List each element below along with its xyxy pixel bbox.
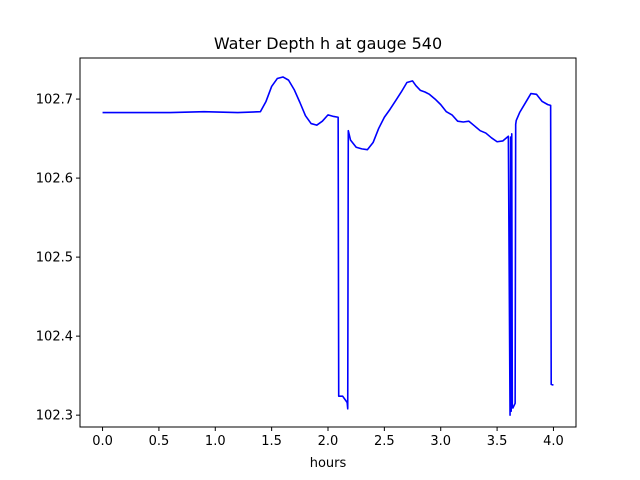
y-tick-label: 102.5 — [36, 251, 73, 266]
y-tick-label: 102.4 — [36, 330, 73, 345]
x-tick-label: 0.5 — [149, 434, 170, 449]
plot-area-frame — [79, 57, 577, 428]
y-tick-label: 102.3 — [36, 409, 73, 424]
x-tick-label: 3.5 — [487, 434, 508, 449]
x-tick-label: 1.5 — [261, 434, 282, 449]
y-axis: 102.3 102.4 102.5 102.6 102.7 — [36, 93, 80, 424]
x-axis-label: hours — [310, 456, 347, 471]
x-tick-label: 0.0 — [92, 434, 113, 449]
x-axis: 0.0 0.5 1.0 1.5 2.0 2.5 3.0 3.5 4.0 — [92, 427, 564, 449]
x-tick-label: 1.0 — [205, 434, 226, 449]
chart-title: Water Depth h at gauge 540 — [214, 34, 442, 53]
y-tick-label: 102.6 — [36, 172, 73, 187]
series-layer — [102, 76, 554, 416]
x-tick-label: 4.0 — [543, 434, 564, 449]
x-tick-label: 2.0 — [318, 434, 339, 449]
x-tick-label: 2.5 — [374, 434, 395, 449]
series-line-0 — [102, 76, 554, 416]
y-tick-label: 102.7 — [36, 93, 73, 108]
x-tick-label: 3.0 — [430, 434, 451, 449]
